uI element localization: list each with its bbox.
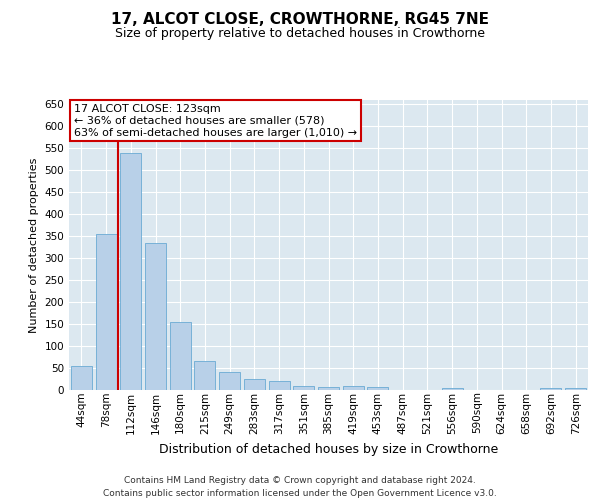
Bar [145,243,166,390]
Text: 17, ALCOT CLOSE, CROWTHORNE, RG45 7NE: 17, ALCOT CLOSE, CROWTHORNE, RG45 7NE [111,12,489,28]
Bar [95,234,116,390]
Bar [71,366,92,390]
Text: 17 ALCOT CLOSE: 123sqm
← 36% of detached houses are smaller (578)
63% of semi-de: 17 ALCOT CLOSE: 123sqm ← 36% of detached… [74,104,358,138]
Bar [442,388,463,390]
Text: Contains public sector information licensed under the Open Government Licence v3: Contains public sector information licen… [103,489,497,498]
Bar [244,379,265,390]
Bar [219,372,240,390]
Bar [269,381,290,390]
Bar [318,387,339,390]
Text: Size of property relative to detached houses in Crowthorne: Size of property relative to detached ho… [115,28,485,40]
Y-axis label: Number of detached properties: Number of detached properties [29,158,39,332]
Bar [120,152,141,390]
Bar [194,362,215,390]
Bar [170,322,191,390]
Bar [293,386,314,390]
Bar [541,388,562,390]
Bar [343,386,364,390]
Bar [367,387,388,390]
Text: Contains HM Land Registry data © Crown copyright and database right 2024.: Contains HM Land Registry data © Crown c… [124,476,476,485]
Bar [565,388,586,390]
Text: Distribution of detached houses by size in Crowthorne: Distribution of detached houses by size … [159,442,499,456]
